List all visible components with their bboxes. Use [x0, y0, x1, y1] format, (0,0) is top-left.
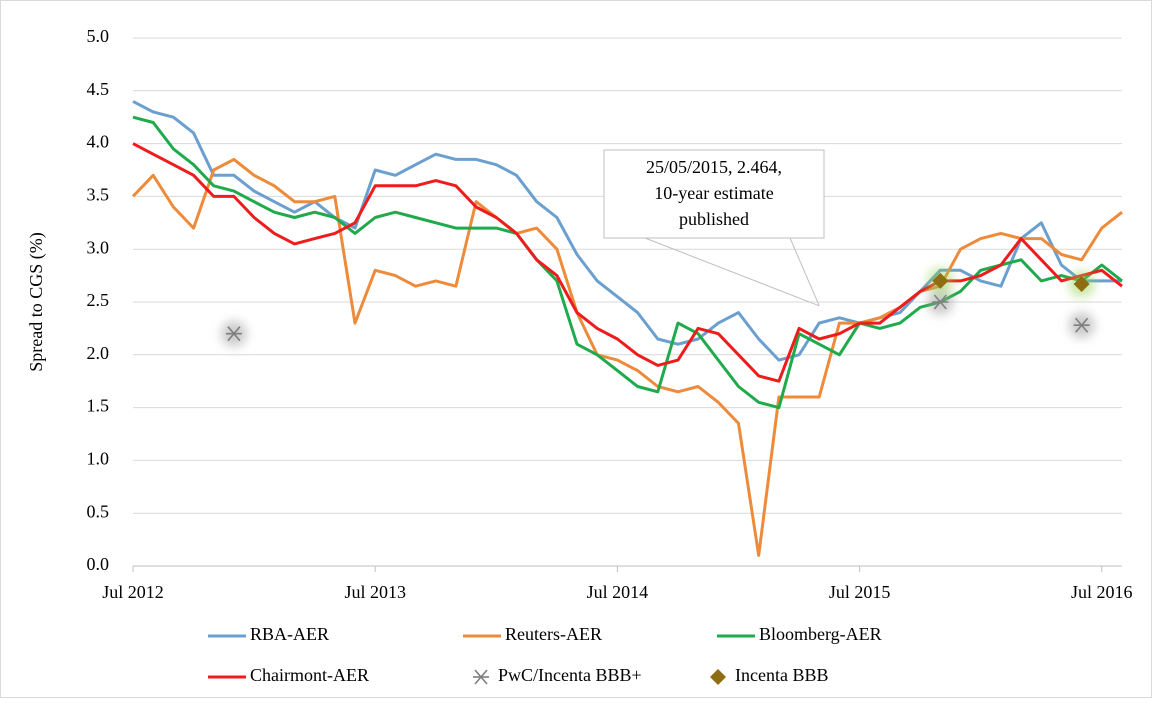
y-tick-label: 1.5 [87, 396, 110, 416]
asterisk-marker [1068, 312, 1095, 339]
y-tick-label: 2.0 [87, 343, 110, 363]
series-line [131, 157, 1123, 557]
x-tick-label: Jul 2012 [102, 582, 164, 602]
x-tick-label: Jul 2016 [1071, 582, 1133, 602]
asterisk-stroke [933, 294, 947, 310]
series-line [132, 142, 1123, 383]
x-tick-label: Jul 2014 [587, 582, 649, 602]
series-line [132, 100, 1122, 362]
legend-label: Chairmont-AER [250, 665, 369, 685]
diamond-marker [710, 669, 726, 685]
asterisk-marker [473, 669, 489, 685]
y-tick-label: 3.0 [87, 237, 110, 257]
y-tick-label: 1.0 [87, 449, 110, 469]
legend-label: Bloomberg-AER [759, 624, 882, 644]
diamond [932, 272, 949, 289]
asterisk-stroke [474, 669, 488, 685]
legend-label: RBA-AER [250, 624, 329, 644]
asterisk-marker [220, 320, 247, 347]
y-tick-label: 0.0 [87, 554, 110, 574]
legend-label: PwC/Incenta BBB+ [498, 665, 642, 685]
annotation-leader [789, 237, 820, 306]
y-tick-label: 3.5 [87, 185, 110, 205]
y-tick-label: 4.0 [87, 132, 110, 152]
asterisk-stroke [1075, 317, 1089, 333]
diamond-marker [1068, 271, 1095, 298]
asterisk-marker [927, 289, 954, 315]
diamond [710, 669, 726, 685]
asterisk-stroke [227, 326, 241, 342]
y-axis-label: Spread to CGS (%) [26, 232, 47, 371]
x-tick-label: Jul 2015 [829, 582, 891, 602]
legend-label: Incenta BBB [735, 665, 828, 685]
x-tick-label: Jul 2013 [344, 582, 406, 602]
diamond [1073, 276, 1090, 293]
annotation-text: 10-year estimate [654, 183, 773, 203]
annotation-box [603, 149, 825, 239]
y-tick-label: 4.5 [87, 79, 110, 99]
y-tick-label: 0.5 [87, 501, 110, 521]
annotation-text: published [679, 209, 749, 229]
annotation-text: 25/05/2015, 2.464, [646, 157, 782, 177]
y-tick-label: 5.0 [87, 26, 110, 46]
series-line [132, 115, 1123, 410]
annotation-leader [644, 237, 820, 307]
legend-label: Reuters-AER [505, 624, 602, 644]
y-tick-label: 2.5 [87, 290, 110, 310]
diamond-marker [927, 267, 954, 294]
